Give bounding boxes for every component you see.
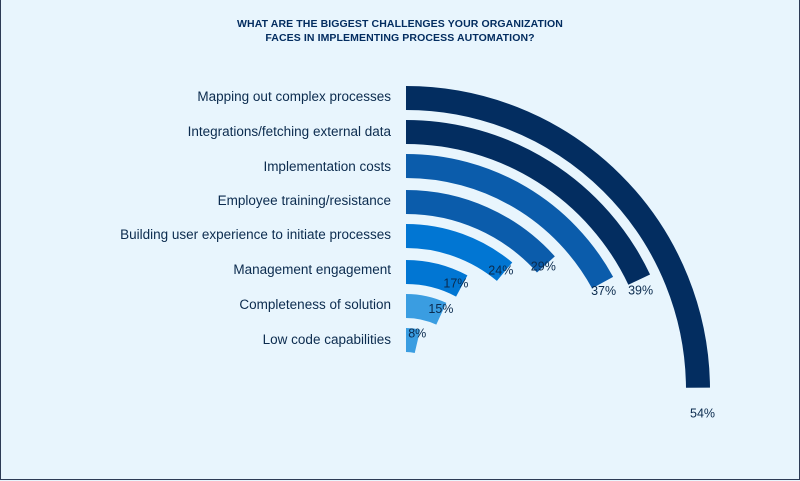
chart-title-line-2: FACES IN IMPLEMENTING PROCESS AUTOMATION… [265,32,535,44]
arc-bar-7 [405,294,447,325]
category-label-user-experience: Building user experience to initiate pro… [120,227,391,242]
category-label-low-code: Low code capabilities [262,332,391,347]
category-label-mapping: Mapping out complex processes [197,89,391,104]
arc-bar-6 [405,260,468,297]
arc-bar-1 [405,86,710,388]
category-label-management: Management engagement [233,262,391,277]
chart-title: WHAT ARE THE BIGGEST CHALLENGES YOUR ORG… [0,17,800,45]
category-label-training: Employee training/resistance [217,193,391,208]
value-label-1: 54% [690,407,715,421]
arc-bar-3 [405,154,614,289]
category-label-completeness: Completeness of solution [239,297,391,312]
value-label-3: 37% [591,284,616,298]
value-label-4: 29% [531,259,556,273]
value-label-6: 17% [443,276,468,290]
value-label-7: 15% [428,302,453,316]
category-label-integrations: Integrations/fetching external data [187,124,391,139]
value-label-5: 24% [488,264,513,278]
chart-title-line-1: WHAT ARE THE BIGGEST CHALLENGES YOUR ORG… [237,18,563,30]
arc-bar-5 [405,224,513,282]
value-label-2: 39% [628,284,653,298]
arc-bar-4 [405,190,555,273]
arc-bar-2 [405,120,651,285]
arc-bar-8 [405,327,421,354]
category-label-implementation: Implementation costs [263,159,391,174]
value-label-8: 8% [408,327,426,341]
